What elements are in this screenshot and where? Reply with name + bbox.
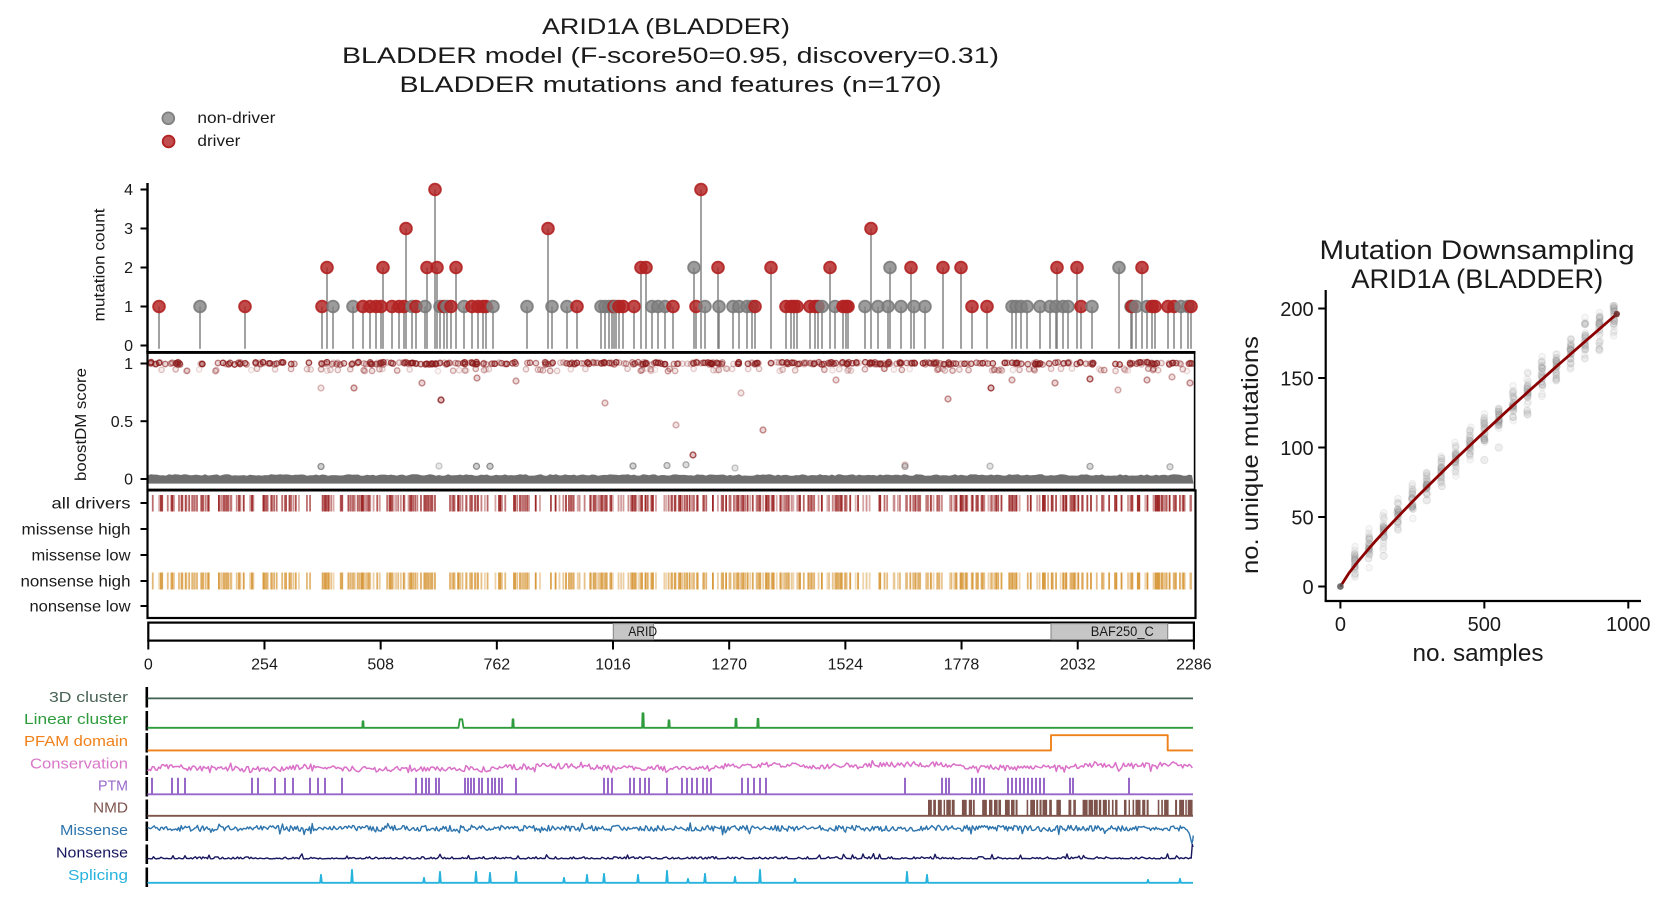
svg-text:4: 4 <box>124 182 133 199</box>
svg-text:nonsense low: nonsense low <box>30 599 131 616</box>
svg-text:no. samples: no. samples <box>1413 640 1544 667</box>
svg-text:Nonsense: Nonsense <box>56 844 128 861</box>
svg-text:all drivers: all drivers <box>52 496 131 513</box>
svg-text:BAF250_C: BAF250_C <box>1091 624 1154 639</box>
svg-text:1270: 1270 <box>711 657 747 674</box>
svg-text:1016: 1016 <box>595 657 631 674</box>
svg-text:2: 2 <box>124 260 133 277</box>
svg-text:2286: 2286 <box>1176 657 1212 674</box>
svg-text:500: 500 <box>1468 614 1501 636</box>
svg-text:0: 0 <box>124 472 133 489</box>
svg-text:non-driver: non-driver <box>197 110 276 127</box>
svg-text:missense high: missense high <box>22 522 131 539</box>
svg-text:1524: 1524 <box>828 657 864 674</box>
svg-text:missense low: missense low <box>32 548 131 565</box>
svg-text:ARID1A (BLADDER): ARID1A (BLADDER) <box>542 14 790 39</box>
svg-text:ARID: ARID <box>628 624 657 639</box>
svg-text:no. unique mutations: no. unique mutations <box>1237 336 1263 574</box>
svg-text:508: 508 <box>367 657 394 674</box>
svg-text:Conservation: Conservation <box>30 756 128 773</box>
svg-text:3: 3 <box>124 221 133 238</box>
svg-text:nonsense high: nonsense high <box>21 574 131 591</box>
svg-text:254: 254 <box>251 657 278 674</box>
svg-text:1: 1 <box>124 356 133 373</box>
svg-text:ARID1A (BLADDER): ARID1A (BLADDER) <box>1351 264 1603 294</box>
svg-text:0: 0 <box>1335 614 1346 636</box>
svg-text:150: 150 <box>1280 368 1313 390</box>
svg-text:boostDM score: boostDM score <box>73 368 90 481</box>
svg-text:100: 100 <box>1280 438 1313 460</box>
svg-text:mutation count: mutation count <box>92 208 109 322</box>
svg-text:0: 0 <box>1302 577 1313 599</box>
svg-text:762: 762 <box>483 657 510 674</box>
svg-text:NMD: NMD <box>93 800 128 817</box>
svg-text:1000: 1000 <box>1606 614 1651 636</box>
svg-text:2032: 2032 <box>1060 657 1096 674</box>
svg-text:PTM: PTM <box>98 778 128 795</box>
svg-text:BLADDER mutations and features: BLADDER mutations and features (n=170) <box>400 72 942 97</box>
svg-text:3D cluster: 3D cluster <box>49 689 128 706</box>
svg-text:PFAM domain: PFAM domain <box>24 733 128 750</box>
svg-text:driver: driver <box>197 133 241 150</box>
svg-text:BLADDER model (F-score50=0.95,: BLADDER model (F-score50=0.95, discovery… <box>342 43 999 68</box>
svg-text:0: 0 <box>124 338 133 355</box>
svg-text:Linear cluster: Linear cluster <box>24 711 128 728</box>
svg-text:1: 1 <box>124 299 133 316</box>
svg-text:50: 50 <box>1291 507 1313 529</box>
svg-text:1778: 1778 <box>944 657 980 674</box>
svg-text:200: 200 <box>1280 299 1313 321</box>
svg-text:Missense: Missense <box>60 822 128 839</box>
svg-text:0.5: 0.5 <box>111 414 133 431</box>
svg-text:Mutation Downsampling: Mutation Downsampling <box>1320 235 1635 265</box>
svg-text:Splicing: Splicing <box>68 867 128 884</box>
svg-text:0: 0 <box>144 657 153 674</box>
